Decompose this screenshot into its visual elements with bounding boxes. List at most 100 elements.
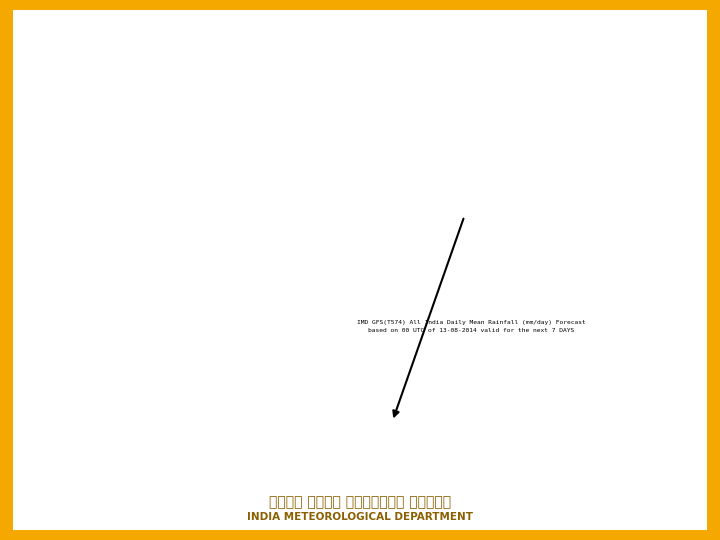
Bar [675, 309, 680, 316]
Bar [269, 372, 303, 483]
Text: periods.: periods. [39, 406, 87, 419]
Bar [627, 299, 632, 316]
Bar [542, 306, 548, 316]
Bar [572, 214, 578, 316]
Bar [241, 314, 246, 316]
Text: and active spells: and active spells [39, 347, 139, 360]
Bar [458, 288, 464, 316]
Text: monitoring active/weak spell: monitoring active/weak spell [217, 78, 558, 99]
Bar [320, 315, 325, 316]
Text: INDIA METEOROLOGICAL DEPARTMENT: INDIA METEOROLOGICAL DEPARTMENT [247, 512, 473, 522]
Bar [681, 304, 687, 316]
Bar [482, 305, 487, 316]
Bar [561, 302, 566, 316]
Bar [392, 313, 397, 316]
Bar [331, 270, 337, 316]
Bar [289, 310, 294, 316]
Bar [585, 292, 590, 316]
Bar [456, 467, 490, 483]
Text: ★: ★ [38, 57, 55, 76]
Bar [494, 213, 500, 316]
Bar [579, 314, 584, 316]
Bar [488, 308, 494, 316]
Bar [422, 312, 427, 316]
Text: with observed: with observed [39, 258, 123, 271]
Circle shape [22, 35, 71, 98]
Bar [343, 305, 349, 316]
Bar [531, 312, 536, 316]
Bar [404, 289, 409, 316]
Bar [331, 409, 366, 483]
Text: IMD GFS(T574) All India Daily Mean Rainfall (mm/day) Forecast: IMD GFS(T574) All India Daily Mean Rainf… [357, 320, 586, 325]
Bar [621, 309, 626, 316]
Bar [470, 229, 475, 316]
Bar [644, 442, 678, 483]
Text: New Initiative:: New Initiative: [21, 160, 135, 174]
Title: All India Daily Rainfall (mm) - Monsoon 2014: All India Daily Rainfall (mm) - Monsoon … [384, 114, 555, 124]
Bar [518, 457, 553, 483]
Bar [506, 304, 512, 316]
Text: •: • [19, 198, 29, 213]
Bar [325, 309, 330, 316]
Y-axis label: Rainfall (mm/day): Rainfall (mm/day) [225, 384, 230, 434]
X-axis label: Dates---->: Dates----> [457, 342, 482, 347]
Bar [687, 290, 693, 316]
X-axis label: DATE: DATE [465, 503, 482, 508]
Bar [440, 303, 446, 316]
Bar [609, 294, 614, 316]
Bar [581, 434, 616, 483]
Bar [301, 294, 307, 316]
Bar [500, 307, 505, 316]
Text: Mean rainfall along: Mean rainfall along [39, 228, 153, 241]
Bar [307, 285, 312, 316]
Text: GFS All India daily mean rainfall for: GFS All India daily mean rainfall for [179, 31, 597, 51]
Text: based on 00 UTC of 13-08-2014 valid for the next 7 DAYS: based on 00 UTC of 13-08-2014 valid for … [369, 328, 575, 333]
Bar [615, 226, 620, 316]
Bar [338, 311, 343, 316]
Bar [349, 265, 355, 316]
Bar [633, 207, 639, 316]
Bar [397, 302, 403, 316]
Bar [567, 306, 572, 316]
Y-axis label: Rainfall (mm): Rainfall (mm) [217, 204, 222, 237]
Bar [386, 270, 391, 316]
Legend: Actual, Normal (LPS 1900): Actual, Normal (LPS 1900) [240, 127, 301, 143]
Bar [374, 311, 379, 316]
Bar [590, 216, 596, 316]
Bar [410, 202, 415, 316]
Bar [428, 303, 433, 316]
Bar [603, 256, 608, 316]
Bar [464, 309, 469, 316]
Text: normal for: normal for [39, 287, 101, 300]
Bar [446, 307, 451, 316]
Legend: green bar      GFS Forecast, brown line    Observed Normal: green bar GFS Forecast, brown line Obser… [599, 338, 696, 354]
Bar [361, 298, 367, 316]
Text: Generating all India: Generating all India [39, 198, 156, 211]
Bar [518, 306, 523, 316]
Circle shape [19, 31, 74, 102]
Bar [368, 259, 373, 316]
Bar [253, 305, 258, 316]
Bar [669, 313, 675, 316]
Bar [434, 307, 439, 316]
Bar [313, 307, 319, 316]
Bar [271, 301, 276, 316]
Bar [379, 301, 385, 316]
Text: भारत मौसम विज्ञान विभाग: भारत मौसम विज्ञान विभाग [269, 495, 451, 509]
Bar [663, 281, 669, 316]
Bar [247, 287, 253, 316]
FancyBboxPatch shape [11, 146, 192, 190]
Bar [597, 293, 602, 316]
Bar [536, 290, 542, 316]
Text: during monsoon: during monsoon [39, 376, 135, 389]
Bar [524, 271, 530, 316]
Bar [645, 260, 650, 316]
Bar [277, 302, 282, 316]
Bar [452, 281, 457, 316]
Bar [549, 305, 554, 316]
Bar [394, 455, 428, 483]
Bar [283, 314, 289, 316]
Bar [265, 243, 271, 316]
Bar [554, 296, 560, 316]
Bar [657, 303, 662, 316]
